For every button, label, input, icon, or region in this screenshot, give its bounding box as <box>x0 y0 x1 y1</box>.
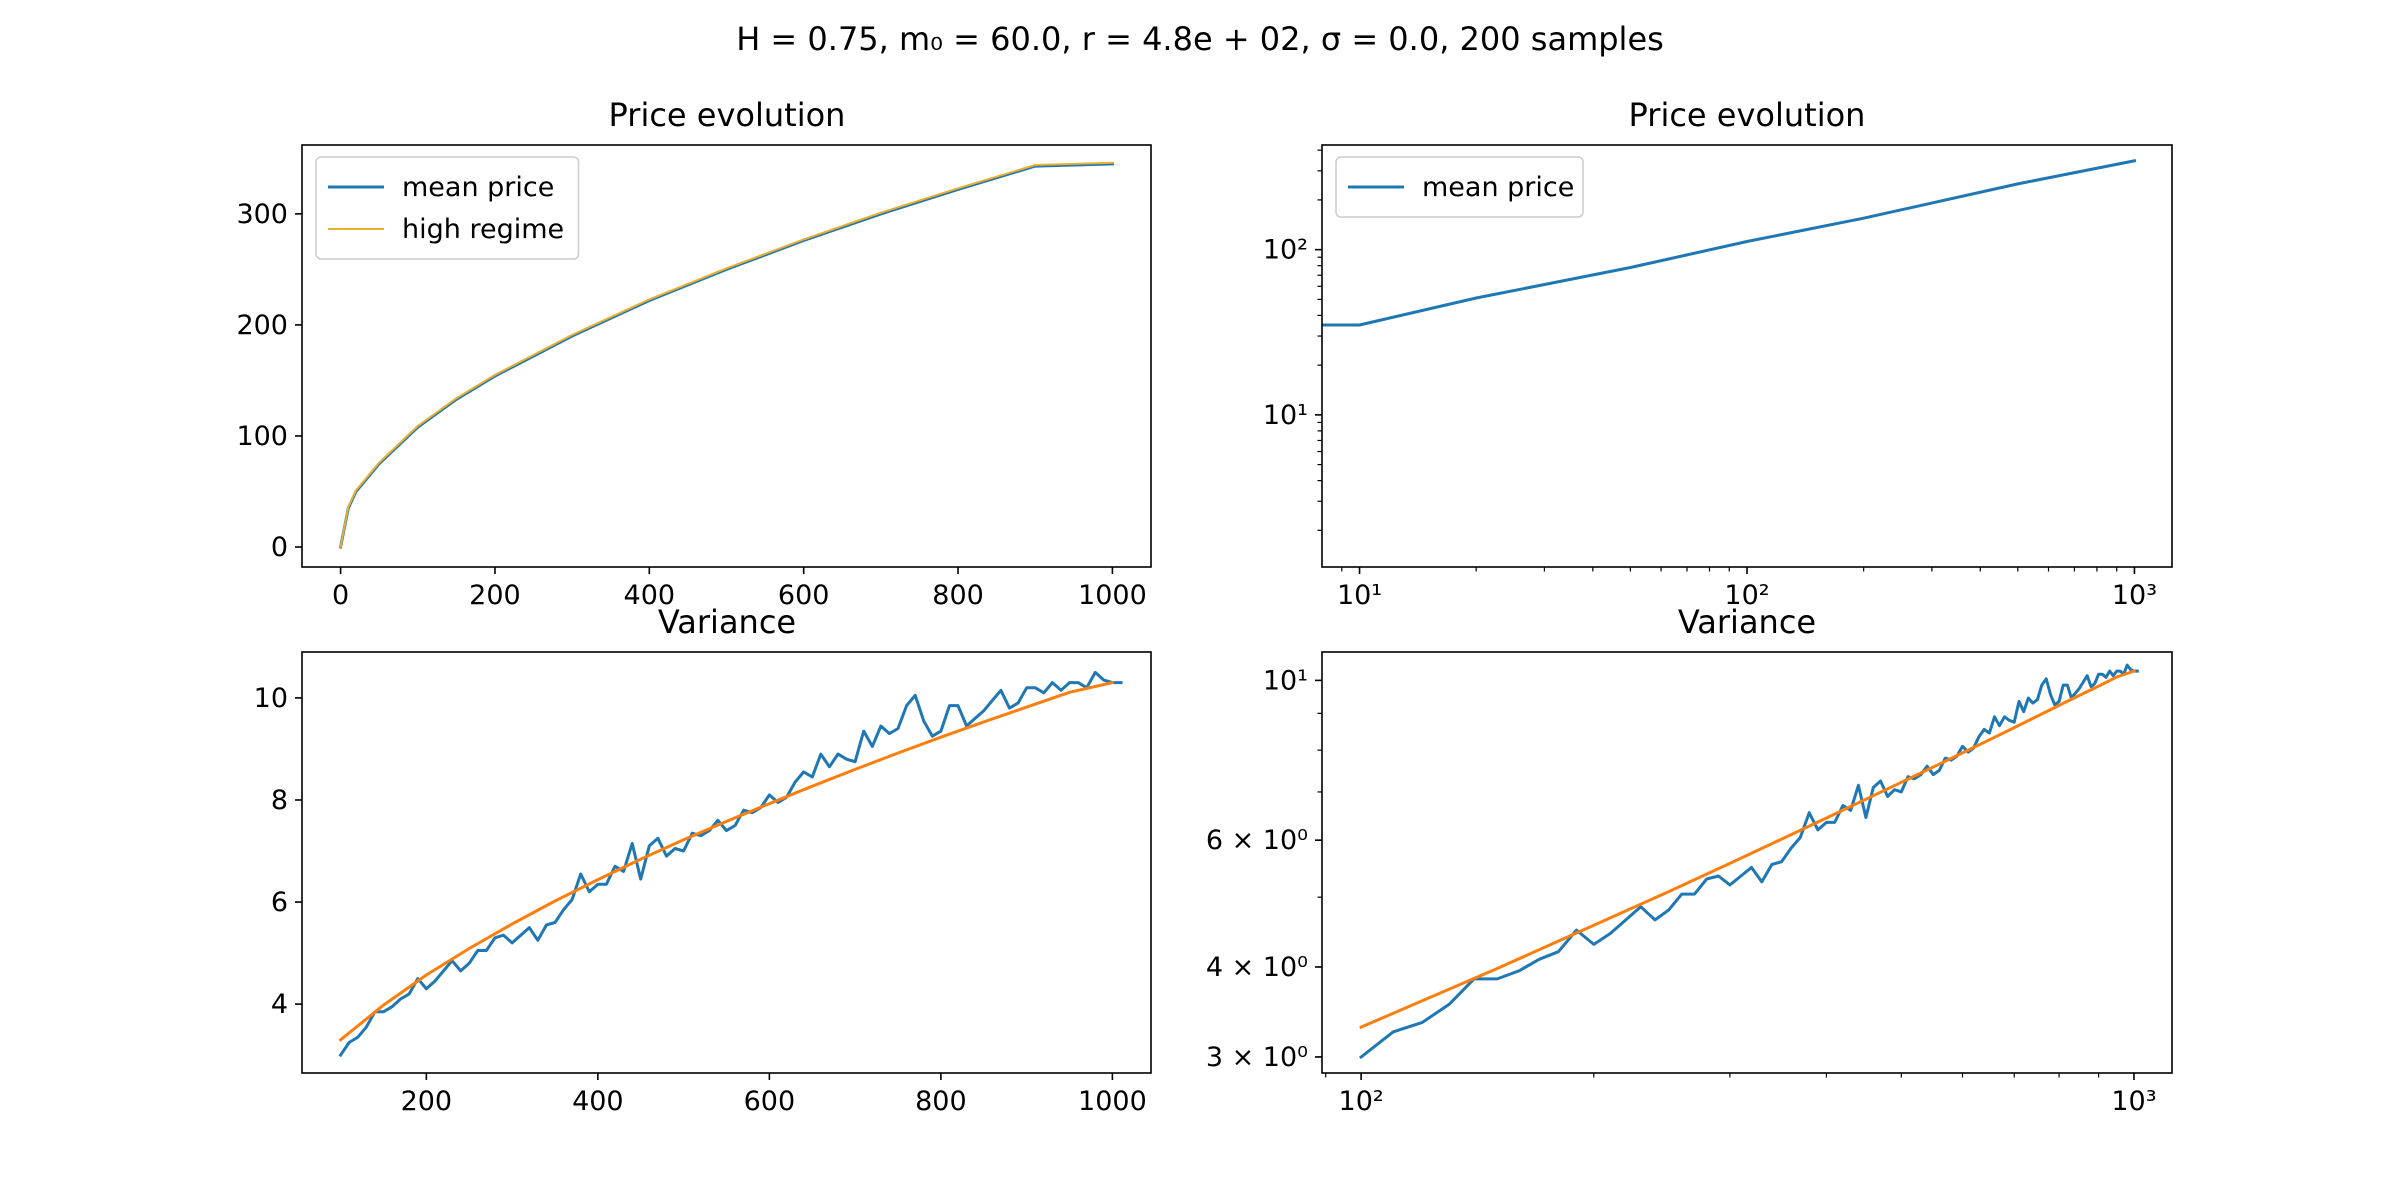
series-line-0 <box>1322 159 2137 327</box>
y-tick-label: 4 <box>271 989 288 1020</box>
y-tick-label: 6 <box>271 887 288 918</box>
series-line-1 <box>339 161 1114 549</box>
y-tick-label: 10¹ <box>1263 400 1308 431</box>
x-tick-label: 200 <box>401 1086 453 1117</box>
legend: mean price high regime <box>315 156 580 260</box>
y-tick-label: 3 × 10⁰ <box>1206 1042 1308 1073</box>
x-tick-label: 1000 <box>1078 580 1147 611</box>
y-tick-label: 10² <box>1263 235 1308 266</box>
series-group <box>338 161 1114 549</box>
x-tick-label: 600 <box>744 1086 796 1117</box>
legend-label: mean price <box>1422 172 1574 203</box>
y-tick-label: 200 <box>236 310 288 341</box>
axes-frame <box>301 651 1152 1074</box>
series-line-0 <box>338 670 1123 1058</box>
subplot-title: Variance <box>1678 603 1816 641</box>
x-tick-label: 0 <box>332 580 349 611</box>
y-tick-label: 6 × 10⁰ <box>1206 825 1308 856</box>
legend-label: high regime <box>402 214 564 245</box>
x-tick-label: 600 <box>778 580 830 611</box>
x-tick-label: 10¹ <box>1337 580 1382 611</box>
axes-frame <box>301 144 1152 568</box>
y-tick-label: 10 <box>254 683 288 714</box>
subplot-price-log: Price evolution 10¹ 10² 10³ 10¹ 10² mean pric… <box>1263 96 2173 611</box>
series-group <box>1322 159 2137 327</box>
subplot-title: Variance <box>658 603 796 641</box>
plot-area: 0 200 400 600 800 1000 0 100 200 300 mean price hig… <box>236 144 1152 611</box>
axes-frame <box>1321 651 2173 1074</box>
legend: mean price <box>1335 156 1584 218</box>
y-tick-label: 10¹ <box>1263 665 1308 696</box>
x-tick-label: 200 <box>469 580 521 611</box>
figure-suptitle: H = 0.75, m₀ = 60.0, r = 4.8e + 02, σ = … <box>736 20 1664 58</box>
x-tick-label: 10² <box>1339 1086 1384 1117</box>
legend-box <box>315 156 580 260</box>
y-tick-label: 0 <box>271 532 288 563</box>
subplot-title: Price evolution <box>609 96 846 134</box>
series-line-1 <box>338 680 1115 1042</box>
series-group <box>338 670 1123 1058</box>
y-tick-label: 8 <box>271 785 288 816</box>
series-group <box>1358 663 2139 1060</box>
x-tick-label: 400 <box>624 580 676 611</box>
x-tick-label: 10³ <box>2112 580 2157 611</box>
legend-label: mean price <box>402 172 554 203</box>
x-tick-label: 800 <box>915 1086 967 1117</box>
x-tick-label: 1000 <box>1078 1086 1147 1117</box>
series-line-0 <box>1358 663 2139 1060</box>
subplot-variance-log: Variance 10² 10³ 3 × 10⁰ 4 × 10⁰ 6 × 10⁰ 10¹ <box>1206 603 2173 1117</box>
x-tick-label: 10² <box>1724 580 1769 611</box>
plot-area: 10² 10³ 3 × 10⁰ 4 × 10⁰ 6 × 10⁰ 10¹ <box>1206 651 2173 1117</box>
subplot-price-linear: Price evolution 0 200 400 600 800 1000 0 100 200… <box>236 96 1152 611</box>
legend-box <box>1335 156 1584 218</box>
y-tick-label: 100 <box>236 421 288 452</box>
x-tick-label: 10³ <box>2111 1086 2156 1117</box>
plot-area: 200 400 600 800 1000 4 6 8 10 <box>254 651 1152 1117</box>
plot-area: 10¹ 10² 10³ 10¹ 10² mean price <box>1263 144 2173 611</box>
y-tick-label: 300 <box>236 199 288 230</box>
x-tick-label: 800 <box>932 580 984 611</box>
subplot-variance-linear: Variance 200 400 600 800 1000 4 6 8 10 <box>254 603 1152 1117</box>
subplot-title: Price evolution <box>1629 96 1866 134</box>
x-tick-label: 400 <box>572 1086 624 1117</box>
series-line-1 <box>1359 669 2136 1030</box>
y-tick-label: 4 × 10⁰ <box>1206 952 1308 983</box>
